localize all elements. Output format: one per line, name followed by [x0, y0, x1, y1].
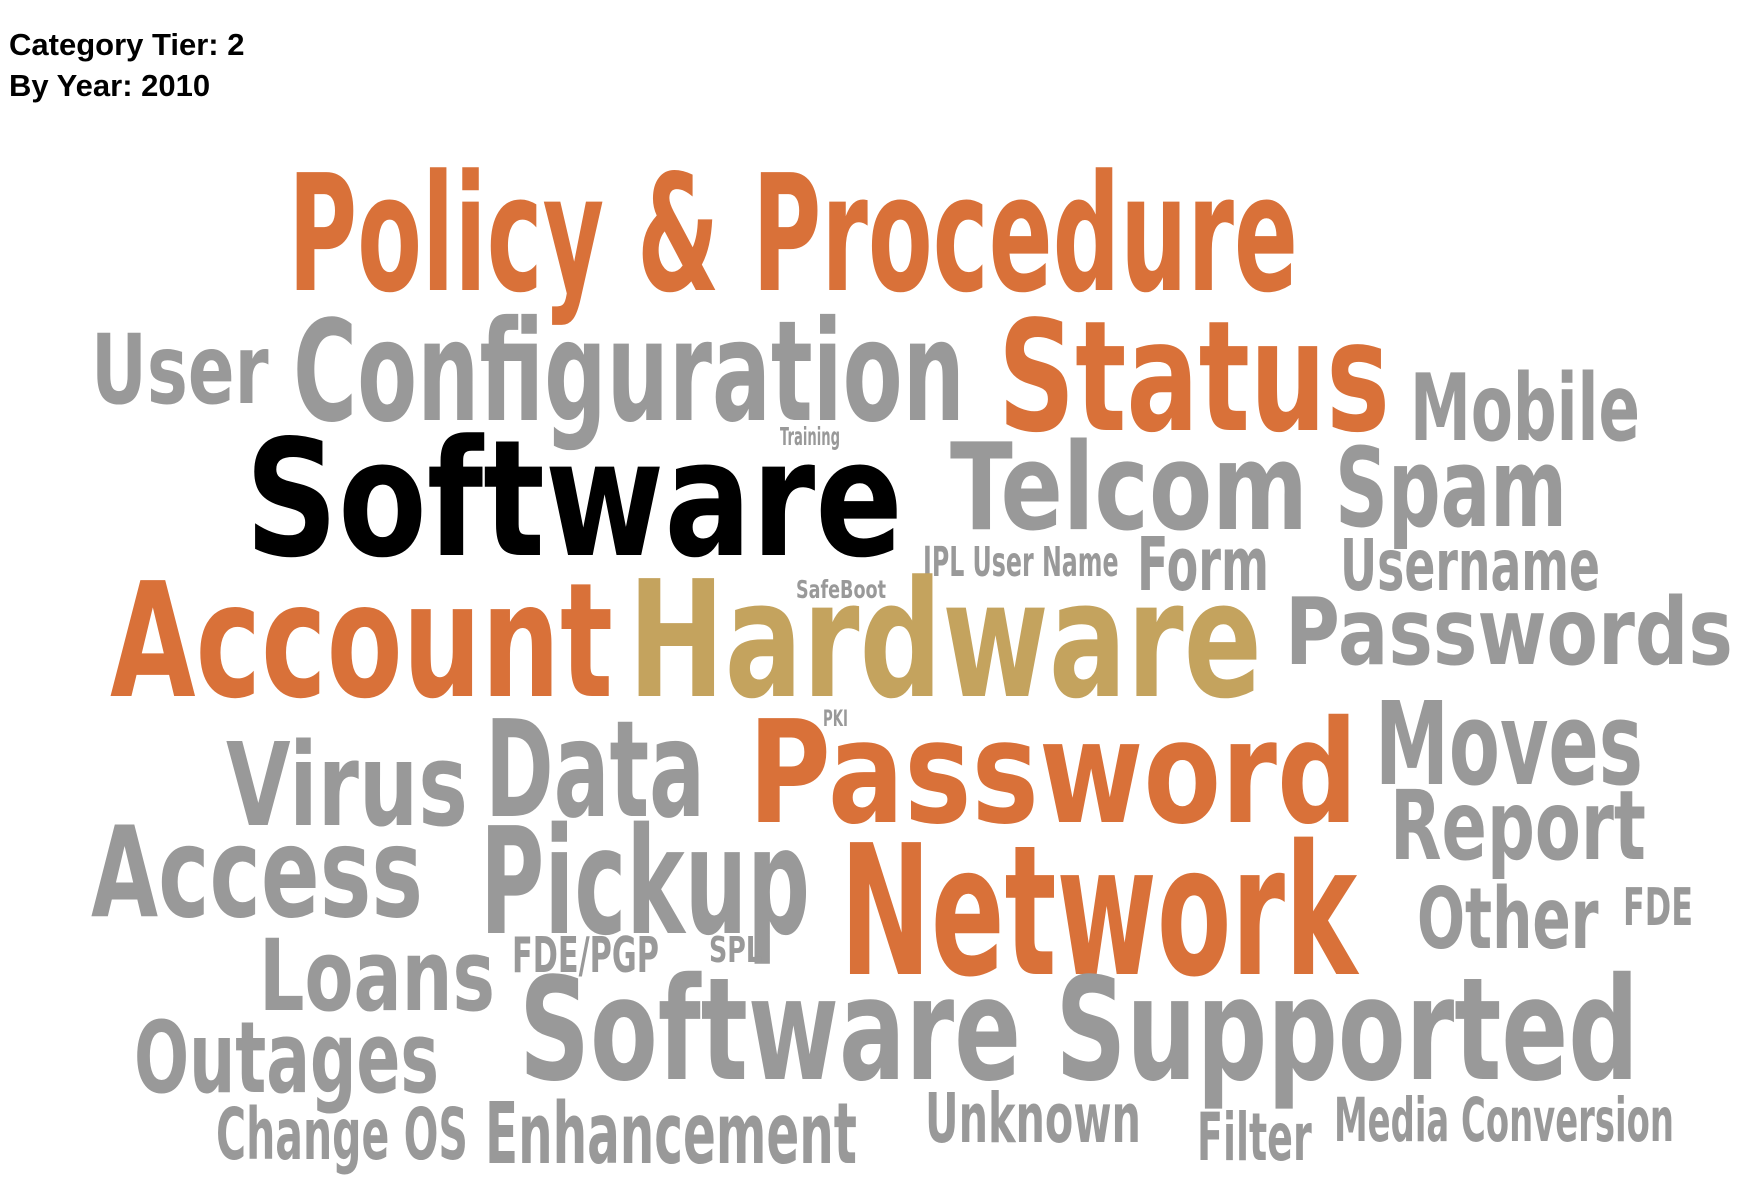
year-label: By Year: 2010 [9, 68, 211, 103]
word-36: Enhancement [485, 1086, 857, 1182]
word-21: Password [748, 691, 1358, 856]
word-37: Filter [1197, 1099, 1312, 1176]
word-2: User [91, 315, 269, 426]
word-27: FDE [1623, 878, 1693, 938]
word-24: Pickup [480, 796, 810, 969]
word-29: SPL [709, 930, 762, 971]
word-19: Moves [1375, 677, 1643, 811]
word-9: Spam [1335, 425, 1567, 553]
word-23: Access [91, 799, 423, 946]
word-16: Passwords [1285, 578, 1733, 686]
word-32: Outages [134, 1001, 439, 1116]
word-6: Training [780, 423, 840, 452]
word-35: Change OS [216, 1093, 468, 1176]
word-8: Telcom [950, 418, 1308, 559]
word-31: Software Supported [519, 946, 1639, 1112]
word-13: SafeBoot [796, 576, 886, 605]
word-11: Form [1137, 522, 1269, 608]
word-17: PKI [823, 707, 848, 732]
word-33: Unknown [925, 1079, 1141, 1159]
word-12: Username [1340, 525, 1600, 608]
word-20: Virus [226, 719, 468, 853]
word-30: Loans [259, 919, 495, 1034]
word-28: FDE/PGP [512, 926, 659, 984]
word-25: Network [840, 808, 1360, 1018]
word-7: Software [245, 405, 903, 594]
word-22: Report [1390, 770, 1646, 882]
word-14: Account [110, 550, 613, 735]
word-3: Configuration [293, 292, 965, 454]
word-4: Status [998, 289, 1390, 468]
word-34: Media Conversion [1334, 1086, 1674, 1156]
category-tier-label: Category Tier: 2 [9, 27, 245, 62]
word-26: Other [1417, 870, 1599, 969]
word-15: Hardware [628, 548, 1262, 736]
word-5: Mobile [1410, 354, 1640, 463]
word-1: Policy & Procedure [288, 141, 1298, 329]
word-10: JPL User Name [922, 538, 1119, 586]
header: Category Tier: 2 By Year: 2010 [9, 24, 244, 106]
word-18: Data [485, 692, 705, 848]
